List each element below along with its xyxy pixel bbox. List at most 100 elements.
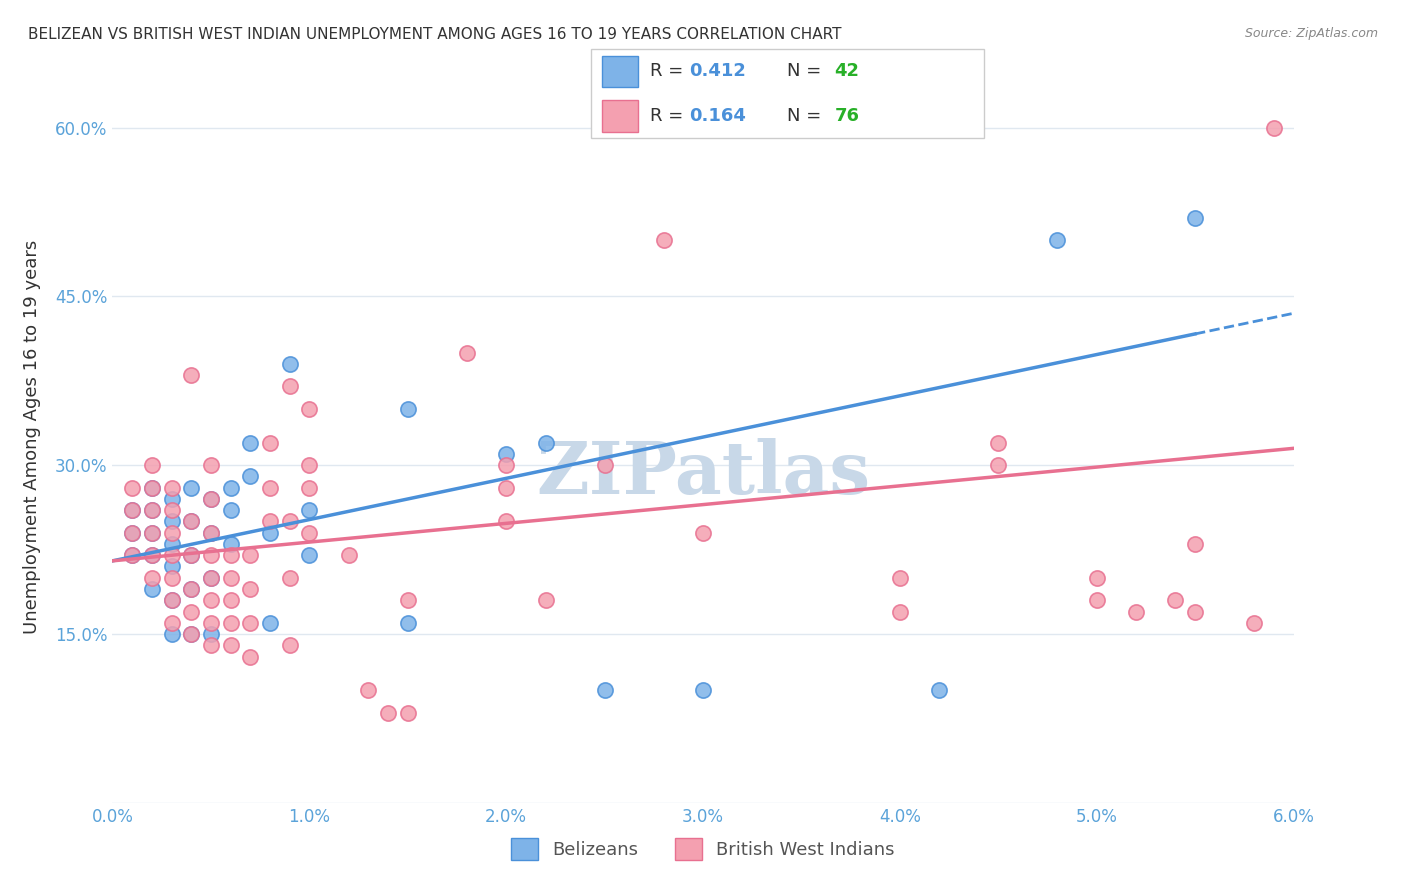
Point xyxy=(180,627,202,641)
Point xyxy=(278,638,301,652)
Point xyxy=(219,615,242,630)
Point xyxy=(180,548,202,562)
Point xyxy=(495,458,517,473)
Point xyxy=(298,548,321,562)
Point xyxy=(141,503,163,517)
Point xyxy=(219,481,242,495)
Point xyxy=(259,435,281,450)
Point xyxy=(495,515,517,529)
Point xyxy=(593,683,616,698)
Point xyxy=(1085,571,1108,585)
FancyBboxPatch shape xyxy=(591,49,984,138)
Point xyxy=(259,615,281,630)
Point xyxy=(219,548,242,562)
Point xyxy=(141,481,163,495)
Point xyxy=(160,481,183,495)
Text: R =: R = xyxy=(650,62,689,80)
Point xyxy=(278,357,301,371)
Point xyxy=(200,593,222,607)
Text: 42: 42 xyxy=(835,62,859,80)
Point xyxy=(278,571,301,585)
Text: R =: R = xyxy=(650,107,689,125)
Point xyxy=(200,571,222,585)
Point xyxy=(534,435,557,450)
Point xyxy=(1085,593,1108,607)
FancyBboxPatch shape xyxy=(602,55,638,87)
Point xyxy=(396,615,419,630)
Point xyxy=(180,515,202,529)
Point xyxy=(456,345,478,359)
Point xyxy=(1263,120,1285,135)
Legend: Belizeans, British West Indians: Belizeans, British West Indians xyxy=(503,830,903,867)
Text: ZIPatlas: ZIPatlas xyxy=(536,438,870,509)
Text: N =: N = xyxy=(787,107,827,125)
Point xyxy=(180,481,202,495)
Point xyxy=(160,515,183,529)
Point xyxy=(200,525,222,540)
Point xyxy=(534,593,557,607)
Point xyxy=(160,593,183,607)
Point xyxy=(160,548,183,562)
Point xyxy=(200,638,222,652)
Y-axis label: Unemployment Among Ages 16 to 19 years: Unemployment Among Ages 16 to 19 years xyxy=(24,240,41,634)
Point xyxy=(692,683,714,698)
Point xyxy=(160,491,183,506)
Point xyxy=(141,525,163,540)
Point xyxy=(121,548,143,562)
Point xyxy=(298,481,321,495)
Point xyxy=(180,368,202,383)
Point xyxy=(141,458,163,473)
Point xyxy=(278,379,301,393)
Point xyxy=(200,548,222,562)
Point xyxy=(1184,537,1206,551)
Point xyxy=(259,481,281,495)
Point xyxy=(141,582,163,596)
Point xyxy=(298,503,321,517)
Point xyxy=(180,582,202,596)
Point xyxy=(160,571,183,585)
Point xyxy=(180,605,202,619)
Text: 0.164: 0.164 xyxy=(689,107,745,125)
Point xyxy=(141,548,163,562)
Point xyxy=(219,571,242,585)
Point xyxy=(889,571,911,585)
Point xyxy=(200,571,222,585)
Point xyxy=(200,615,222,630)
Point xyxy=(200,627,222,641)
Point xyxy=(160,537,183,551)
Point xyxy=(160,525,183,540)
Point xyxy=(121,525,143,540)
Point xyxy=(180,548,202,562)
Point xyxy=(495,447,517,461)
Point xyxy=(121,503,143,517)
Point xyxy=(337,548,360,562)
Point xyxy=(160,615,183,630)
Point xyxy=(180,627,202,641)
Point xyxy=(239,582,262,596)
Point xyxy=(219,503,242,517)
Point xyxy=(200,525,222,540)
Point xyxy=(259,525,281,540)
Point xyxy=(1184,211,1206,225)
Point xyxy=(928,683,950,698)
Point xyxy=(1046,233,1069,247)
Point xyxy=(160,593,183,607)
Point xyxy=(652,233,675,247)
Point xyxy=(239,649,262,664)
Point xyxy=(200,458,222,473)
Point xyxy=(219,537,242,551)
Point xyxy=(219,638,242,652)
Point xyxy=(121,503,143,517)
Point xyxy=(121,548,143,562)
Point xyxy=(219,593,242,607)
Point xyxy=(180,582,202,596)
Point xyxy=(495,481,517,495)
Point xyxy=(121,481,143,495)
Text: N =: N = xyxy=(787,62,827,80)
Text: 76: 76 xyxy=(835,107,859,125)
Point xyxy=(1125,605,1147,619)
Point xyxy=(889,605,911,619)
Point xyxy=(357,683,380,698)
Point xyxy=(180,515,202,529)
Point xyxy=(593,458,616,473)
